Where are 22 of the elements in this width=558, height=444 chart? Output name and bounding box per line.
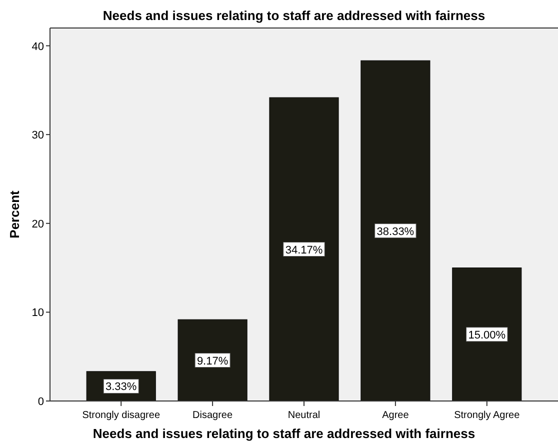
chart-title: Needs and issues relating to staff are addressed with fairness — [102, 8, 486, 23]
bar — [360, 60, 430, 402]
y-tick-label: 20 — [32, 218, 44, 230]
x-tick-label: Strongly disagree — [82, 410, 160, 421]
x-tick-label: Agree — [382, 410, 410, 421]
x-tick-label: Strongly Agree — [454, 410, 520, 421]
y-axis-title: Percent — [7, 190, 22, 238]
y-tick-label: 10 — [32, 307, 44, 320]
x-tick-label: Neutral — [288, 410, 320, 421]
x-axis-title: Needs and issues relating to staff are addressed with fairness — [92, 426, 476, 441]
data-label: 34.17% — [285, 244, 323, 256]
bar — [178, 319, 248, 402]
y-tick-label: 30 — [32, 130, 44, 142]
data-label: 15.00% — [468, 329, 506, 342]
x-tick-label: Disagree — [192, 410, 233, 421]
bar — [452, 268, 522, 402]
y-tick-label: 0 — [38, 396, 44, 408]
data-label: 9.17% — [196, 355, 228, 368]
bar — [269, 97, 339, 402]
y-tick-label: 40 — [32, 40, 44, 53]
data-label: 3.33% — [106, 381, 137, 394]
data-label: 38.33% — [376, 226, 414, 238]
